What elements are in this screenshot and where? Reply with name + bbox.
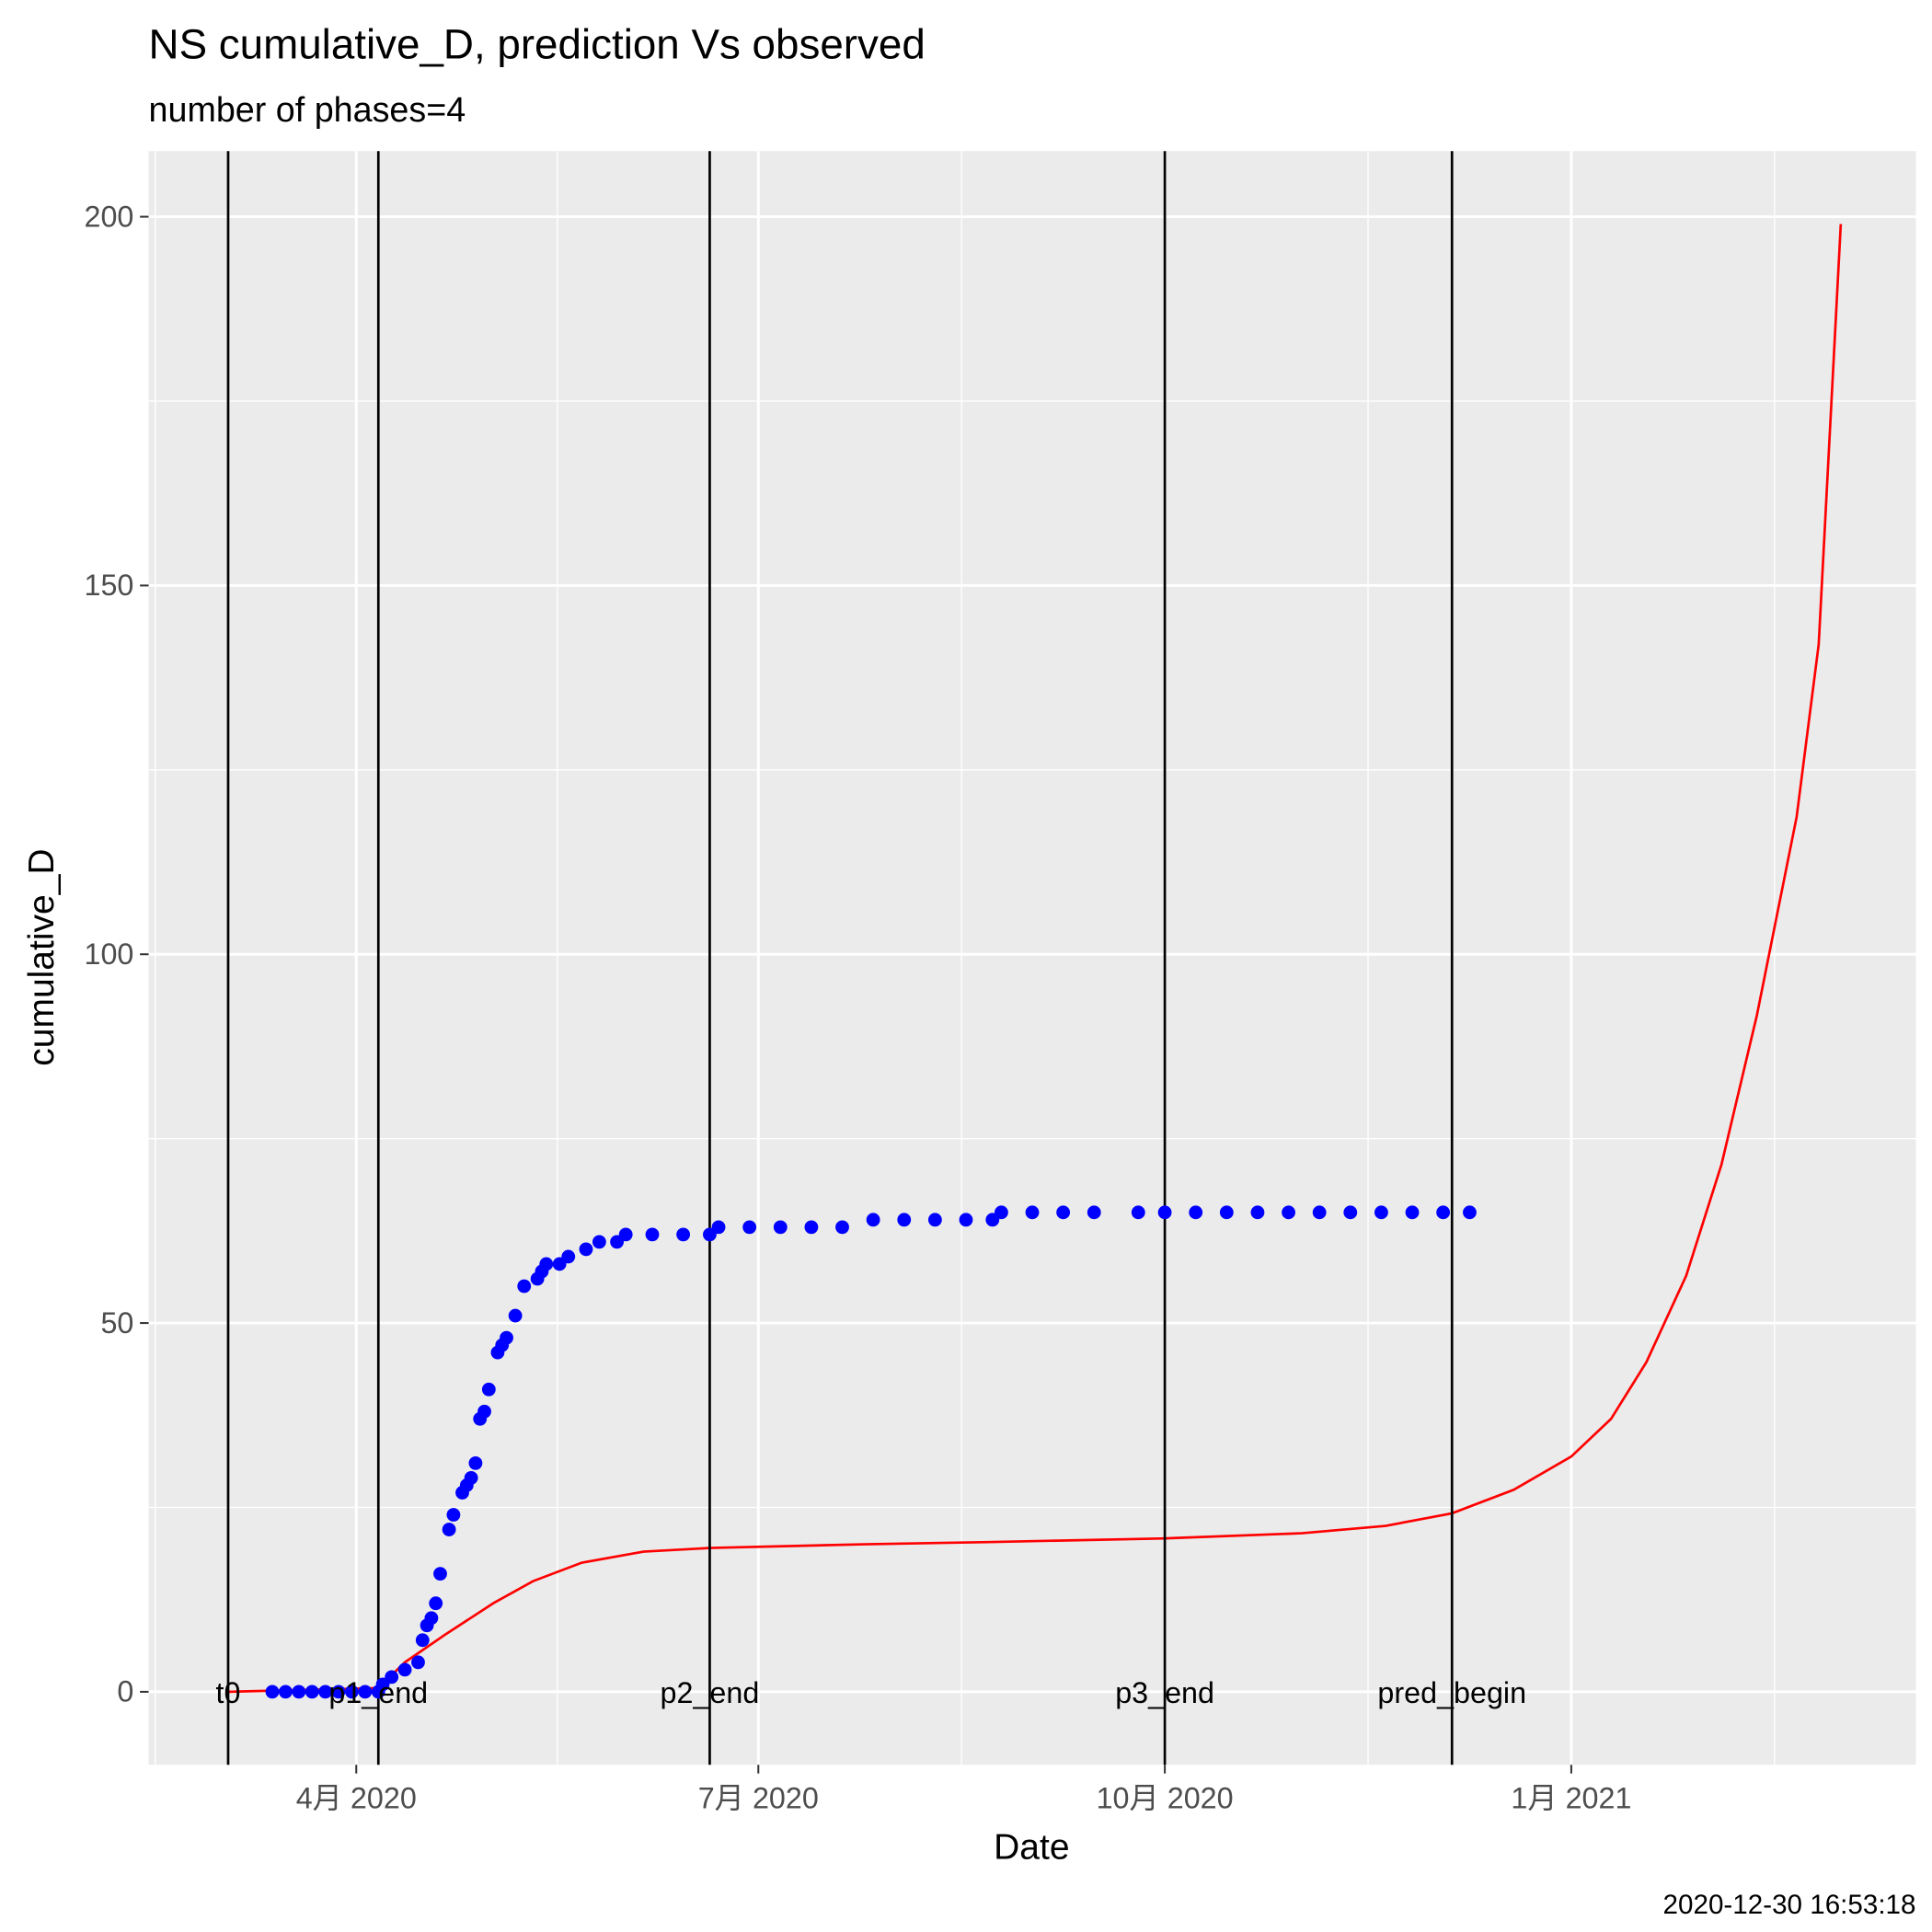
data-point <box>994 1205 1008 1220</box>
y-tick-label: 0 <box>117 1675 133 1708</box>
data-point <box>579 1242 593 1257</box>
data-point <box>897 1213 912 1227</box>
data-point <box>345 1685 359 1699</box>
data-point <box>292 1685 306 1699</box>
data-point <box>415 1633 430 1648</box>
data-point <box>1374 1205 1388 1220</box>
x-tick-label: 7月 2020 <box>698 1781 819 1814</box>
data-point <box>1405 1205 1420 1220</box>
plot: t0 p1_end p2_end p3_end pred_begin <box>216 151 1843 1765</box>
data-point <box>592 1235 606 1249</box>
data-point <box>265 1685 280 1699</box>
prediction-line <box>227 224 1843 1694</box>
y-tick-label: 200 <box>84 200 133 233</box>
data-point <box>500 1330 513 1345</box>
data-point <box>742 1220 757 1235</box>
phase-label: p2_end <box>661 1676 760 1709</box>
data-point <box>481 1382 496 1397</box>
data-point <box>773 1220 788 1235</box>
data-point <box>1025 1205 1040 1220</box>
data-point <box>1131 1205 1145 1220</box>
data-point <box>1157 1205 1172 1220</box>
data-point <box>1343 1205 1358 1220</box>
data-point <box>318 1685 333 1699</box>
phase-label: t0 <box>216 1676 241 1709</box>
data-point <box>358 1685 373 1699</box>
x-tick-label: 1月 2021 <box>1511 1781 1631 1814</box>
data-point <box>1219 1205 1234 1220</box>
x-tick-label: 10月 2020 <box>1097 1781 1234 1814</box>
data-point <box>1463 1205 1477 1220</box>
phase-label: p1_end <box>328 1676 428 1709</box>
data-point <box>279 1685 293 1699</box>
data-point <box>804 1220 819 1235</box>
data-point <box>959 1213 973 1227</box>
data-point <box>1436 1205 1451 1220</box>
y-tick-label: 100 <box>84 937 133 971</box>
data-point <box>1189 1205 1203 1220</box>
data-point <box>468 1455 483 1470</box>
data-point <box>442 1523 456 1536</box>
data-point <box>866 1213 880 1227</box>
chart-subtitle: number of phases=4 <box>149 90 466 129</box>
phase-label: pred_begin <box>1377 1676 1526 1709</box>
data-point <box>464 1471 478 1485</box>
data-point <box>305 1685 319 1699</box>
data-point <box>477 1404 491 1419</box>
y-axis-title: cumulative_D <box>22 848 62 1065</box>
data-point <box>618 1227 633 1242</box>
y-tick-label: 50 <box>100 1306 133 1340</box>
x-axis-title: Date <box>994 1828 1069 1868</box>
data-point <box>433 1567 447 1581</box>
data-point <box>711 1220 726 1235</box>
y-tick-label: 150 <box>84 569 133 602</box>
data-point <box>1312 1205 1327 1220</box>
data-point <box>517 1279 532 1294</box>
data-point <box>927 1213 942 1227</box>
chart-title: NS cumulative_D, prediction Vs observed <box>149 20 926 67</box>
data-point <box>1250 1205 1265 1220</box>
data-point <box>424 1611 439 1626</box>
panel <box>148 151 1916 1765</box>
data-point <box>397 1662 412 1677</box>
caption: 2020-12-30 16:53:18 <box>1663 1890 1916 1920</box>
data-point <box>1282 1205 1295 1220</box>
data-point <box>385 1670 399 1685</box>
data-point <box>411 1655 425 1670</box>
data-point <box>1087 1205 1101 1220</box>
phase-label: p3_end <box>1115 1676 1214 1709</box>
x-tick-label: 4月 2020 <box>296 1781 417 1814</box>
data-point <box>539 1257 554 1271</box>
data-point <box>676 1227 691 1242</box>
data-point <box>645 1227 660 1242</box>
data-point <box>429 1596 443 1611</box>
data-point <box>446 1508 461 1522</box>
data-point <box>835 1220 849 1235</box>
data-point <box>508 1308 523 1323</box>
data-point <box>331 1685 346 1699</box>
grid <box>148 151 1916 1765</box>
data-point <box>1056 1205 1071 1220</box>
data-point <box>561 1249 576 1264</box>
